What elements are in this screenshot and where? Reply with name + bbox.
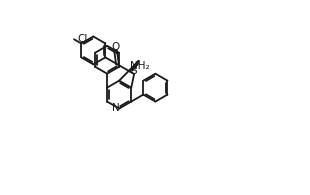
Text: O: O	[111, 42, 120, 52]
Text: Cl: Cl	[78, 34, 88, 44]
Text: S: S	[131, 66, 137, 75]
Text: N: N	[113, 103, 120, 113]
Text: NH₂: NH₂	[130, 61, 149, 71]
